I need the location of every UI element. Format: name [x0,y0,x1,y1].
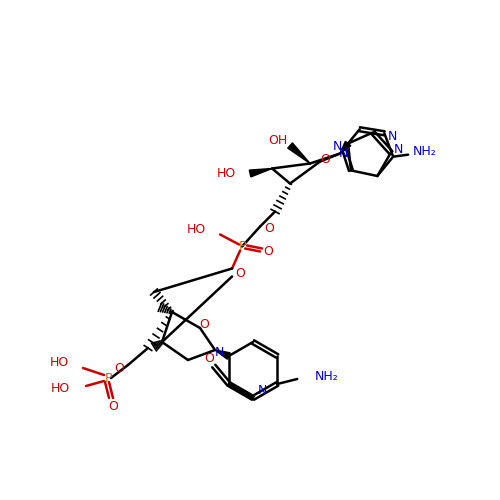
Text: HO: HO [50,356,69,370]
Text: N: N [214,346,224,360]
Text: P: P [238,240,246,253]
Text: O: O [114,362,124,374]
Text: P: P [104,372,112,384]
Text: O: O [199,318,209,330]
Text: O: O [235,267,245,280]
Text: NH₂: NH₂ [315,370,339,384]
Text: N: N [332,140,342,153]
Text: HO: HO [51,382,70,396]
Polygon shape [288,143,310,164]
Text: O: O [320,153,330,166]
Text: O: O [263,245,273,258]
Text: O: O [264,222,274,235]
Polygon shape [250,168,272,177]
Text: O: O [108,400,118,412]
Polygon shape [215,350,230,359]
Text: HO: HO [187,223,206,236]
Text: N: N [388,130,396,143]
Text: HO: HO [217,167,236,180]
Polygon shape [340,142,351,154]
Text: NH₂: NH₂ [413,145,437,158]
Text: O: O [204,352,214,364]
Text: N: N [394,143,403,156]
Text: N: N [339,147,348,160]
Text: OH: OH [268,134,287,147]
Text: N: N [258,384,268,396]
